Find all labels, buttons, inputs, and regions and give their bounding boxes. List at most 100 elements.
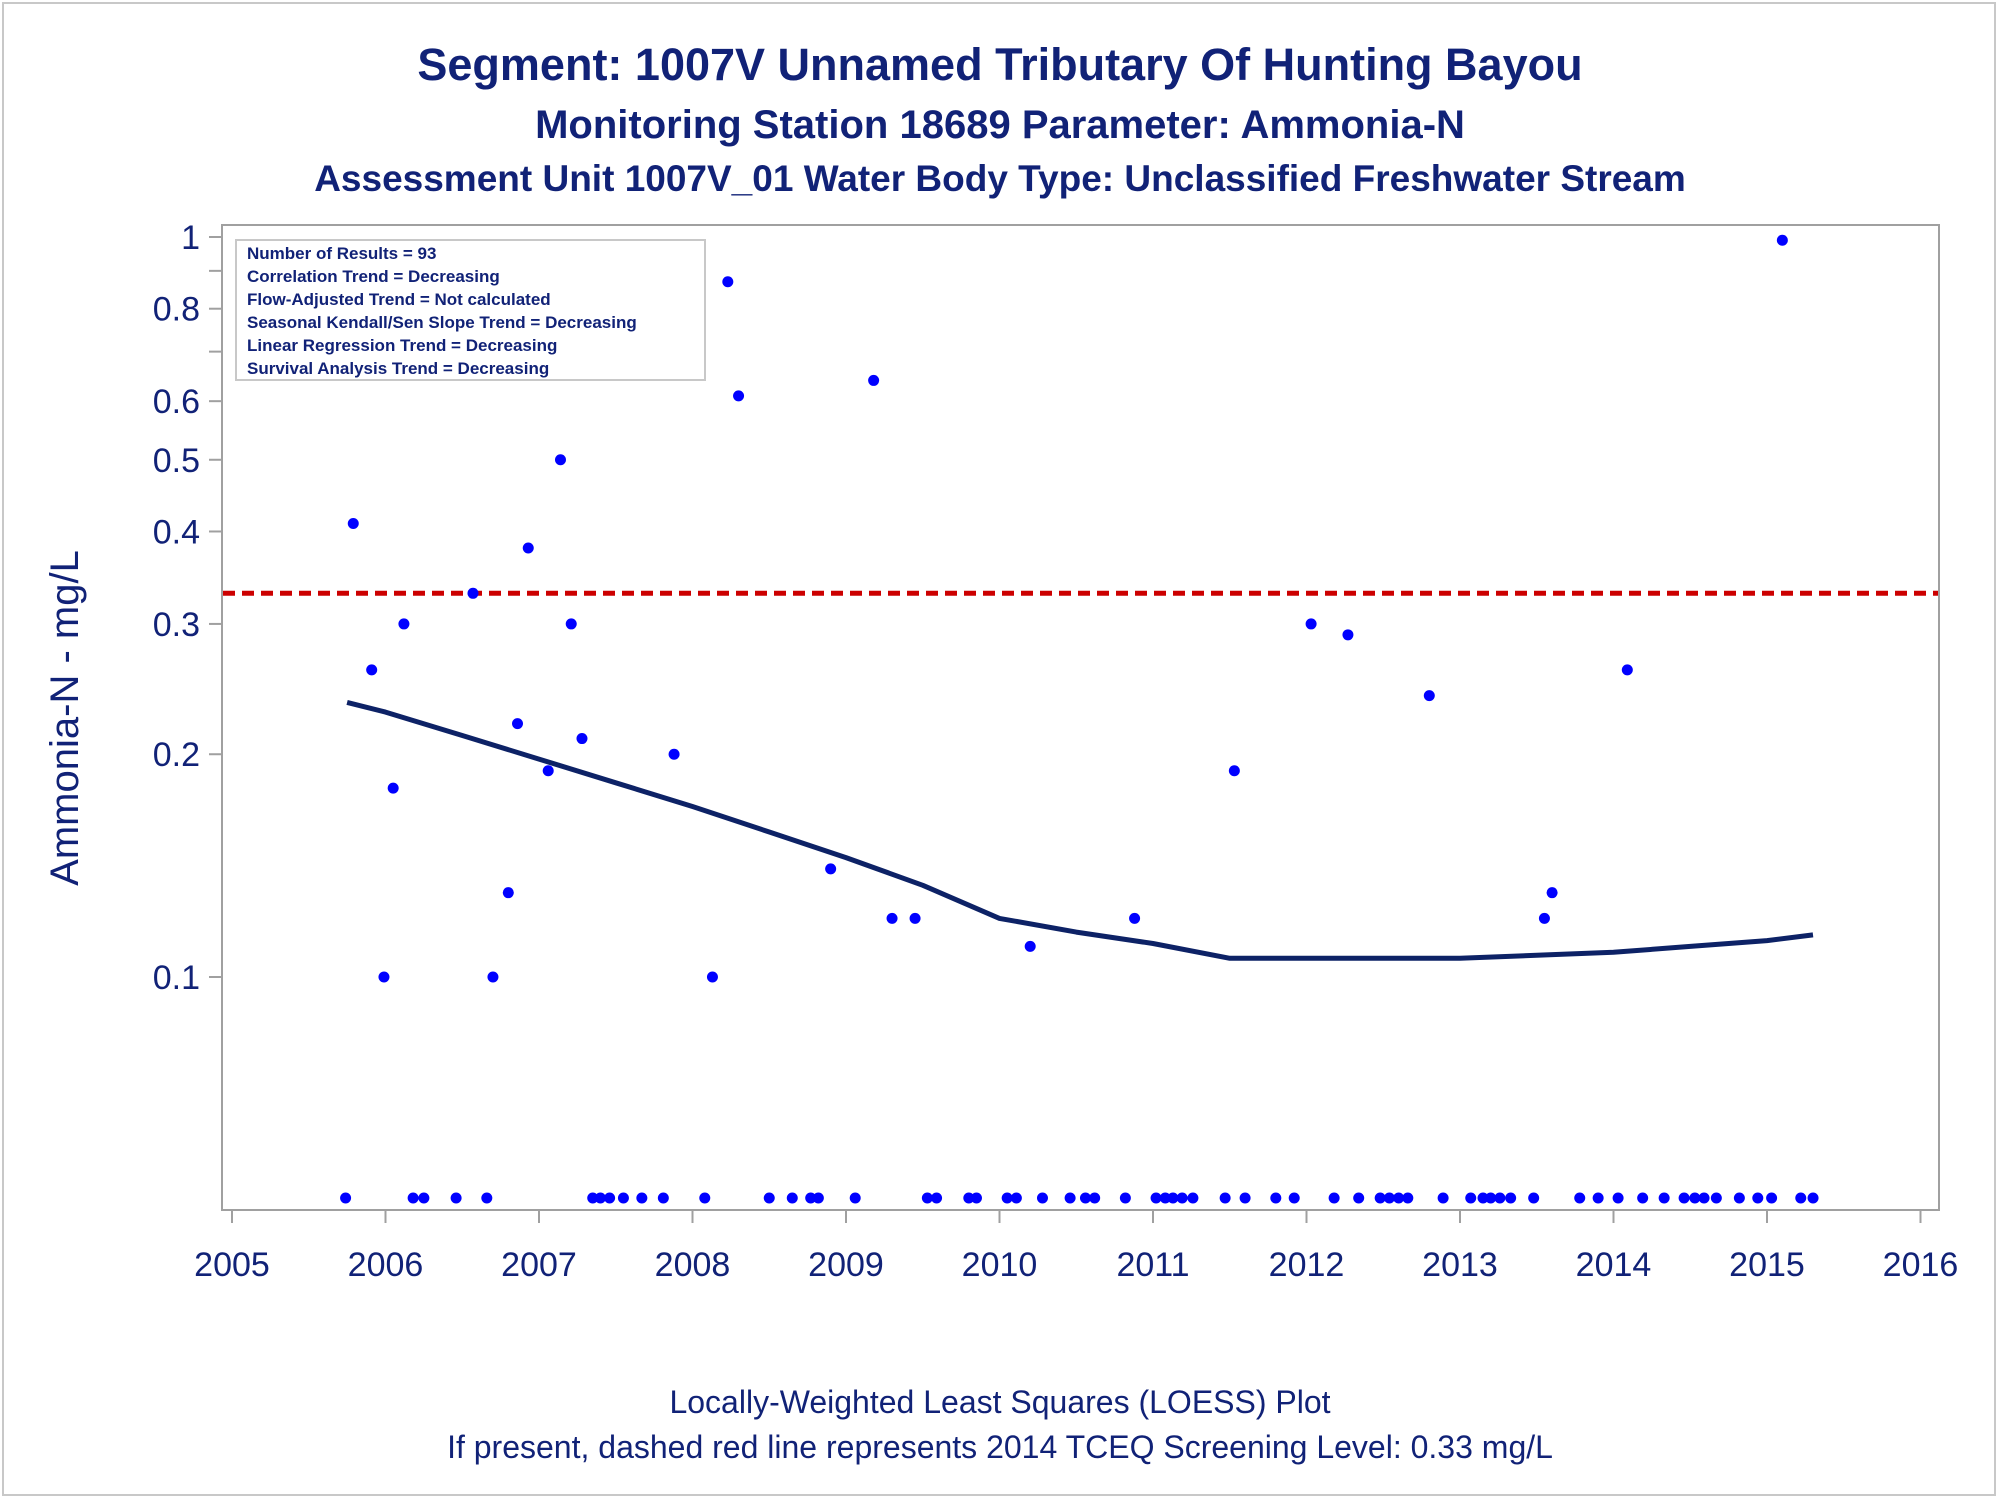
x-tick-label: 2014 xyxy=(1576,1246,1652,1284)
x-tick-label: 2008 xyxy=(655,1246,731,1284)
nondetect-point xyxy=(1036,1192,1048,1204)
x-tick-label: 2009 xyxy=(808,1246,884,1284)
data-point xyxy=(487,971,499,983)
nondetect-point xyxy=(1465,1192,1477,1204)
nondetect-point xyxy=(1393,1192,1405,1204)
nondetect-point xyxy=(970,1192,982,1204)
x-tick-label: 2013 xyxy=(1422,1246,1498,1284)
nondetect-point xyxy=(1752,1192,1764,1204)
plot-area xyxy=(221,224,1940,1211)
y-axis: 0.1 0.2 0.3 0.4 0.5 0.6 0.8 1 xyxy=(153,219,222,997)
x-tick-label: 2015 xyxy=(1729,1246,1805,1284)
data-point xyxy=(576,733,588,745)
x-tick-label: 2006 xyxy=(348,1246,424,1284)
data-point xyxy=(1538,912,1550,924)
data-point xyxy=(1305,618,1317,630)
data-points xyxy=(340,234,1819,1204)
chart-subtitle-2: Assessment Unit 1007V_01 Water Body Type… xyxy=(314,158,1686,199)
y-tick-label: 1 xyxy=(181,219,200,257)
y-axis-label: Ammonia-N - mg/L xyxy=(43,550,87,886)
nondetect-point xyxy=(1574,1192,1586,1204)
data-point xyxy=(706,971,718,983)
nondetect-point xyxy=(1678,1192,1690,1204)
nondetect-point xyxy=(1328,1192,1340,1204)
nondetect-point xyxy=(1698,1192,1710,1204)
nondetect-point xyxy=(1010,1192,1022,1204)
nondetect-point xyxy=(594,1192,606,1204)
nondetect-point xyxy=(587,1192,599,1204)
data-point xyxy=(668,748,680,760)
nondetect-point xyxy=(786,1192,798,1204)
nondetect-point xyxy=(1612,1192,1624,1204)
nondetect-point xyxy=(1437,1192,1449,1204)
nondetect-point xyxy=(763,1192,775,1204)
stat-linear-regression-trend: Linear Regression Trend = Decreasing xyxy=(247,336,557,355)
y-tick-label: 0.3 xyxy=(153,606,200,644)
data-point xyxy=(398,618,410,630)
nondetect-point xyxy=(1187,1192,1199,1204)
stat-flow-adjusted-trend: Flow-Adjusted Trend = Not calculated xyxy=(247,290,551,309)
nondetect-point xyxy=(699,1192,711,1204)
nondetect-point xyxy=(407,1192,419,1204)
nondetect-point xyxy=(1795,1192,1807,1204)
stat-num-results: Number of Results = 93 xyxy=(247,244,436,263)
data-point xyxy=(378,971,390,983)
chart-title: Segment: 1007V Unnamed Tributary Of Hunt… xyxy=(417,39,1582,90)
nondetect-point xyxy=(418,1192,430,1204)
nondetect-point xyxy=(1658,1192,1670,1204)
x-tick-label: 2012 xyxy=(1269,1246,1345,1284)
footnote-screening: If present, dashed red line represents 2… xyxy=(447,1429,1553,1465)
nondetect-point xyxy=(1477,1192,1489,1204)
data-point xyxy=(1129,912,1141,924)
x-axis: 2005 2006 2007 2008 2009 2010 2011 2012 2013 2014… xyxy=(194,1210,1958,1284)
nondetect-point xyxy=(963,1192,975,1204)
nondetect-point xyxy=(1592,1192,1604,1204)
nondetect-point xyxy=(1689,1192,1701,1204)
data-point xyxy=(886,912,898,924)
data-point xyxy=(1228,765,1240,777)
data-point xyxy=(722,276,734,288)
nondetect-point xyxy=(812,1192,824,1204)
y-tick-label: 0.5 xyxy=(153,442,200,480)
data-point xyxy=(1621,664,1633,676)
data-point xyxy=(909,912,921,924)
data-point xyxy=(512,718,524,730)
x-tick-label: 2016 xyxy=(1883,1246,1959,1284)
stat-correlation-trend: Correlation Trend = Decreasing xyxy=(247,267,500,286)
data-point xyxy=(347,518,359,530)
data-point xyxy=(565,618,577,630)
stat-survival-analysis-trend: Survival Analysis Trend = Decreasing xyxy=(247,359,549,378)
nondetect-point xyxy=(1710,1192,1722,1204)
nondetect-point xyxy=(1485,1192,1497,1204)
nondetect-point xyxy=(1505,1192,1517,1204)
data-point xyxy=(1342,629,1354,641)
stats-box-border xyxy=(235,239,706,381)
nondetect-point xyxy=(1374,1192,1386,1204)
stat-seasonal-kendall-trend: Seasonal Kendall/Sen Slope Trend = Decre… xyxy=(247,313,637,332)
nondetect-point xyxy=(1766,1192,1778,1204)
nondetect-point xyxy=(1528,1192,1540,1204)
data-point xyxy=(502,887,514,899)
nondetect-point xyxy=(1119,1192,1131,1204)
nondetect-point xyxy=(636,1192,648,1204)
nondetect-point xyxy=(921,1192,933,1204)
nondetect-point xyxy=(1288,1192,1300,1204)
nondetect-point xyxy=(657,1192,669,1204)
nondetect-point xyxy=(1150,1192,1162,1204)
y-tick-label: 0.8 xyxy=(153,291,200,329)
nondetect-point xyxy=(1494,1192,1506,1204)
stats-box: Number of Results = 93 Correlation Trend… xyxy=(235,239,706,381)
nondetect-point xyxy=(1089,1192,1101,1204)
nondetect-point xyxy=(481,1192,493,1204)
nondetect-point xyxy=(1402,1192,1414,1204)
nondetect-point xyxy=(1807,1192,1819,1204)
nondetect-point xyxy=(1159,1192,1171,1204)
nondetect-point xyxy=(1270,1192,1282,1204)
y-tick-label: 0.4 xyxy=(153,513,200,551)
data-point xyxy=(825,863,837,875)
x-tick-label: 2011 xyxy=(1116,1246,1189,1284)
nondetect-point xyxy=(1219,1192,1231,1204)
nondetect-point xyxy=(1383,1192,1395,1204)
nondetect-point xyxy=(1353,1192,1365,1204)
